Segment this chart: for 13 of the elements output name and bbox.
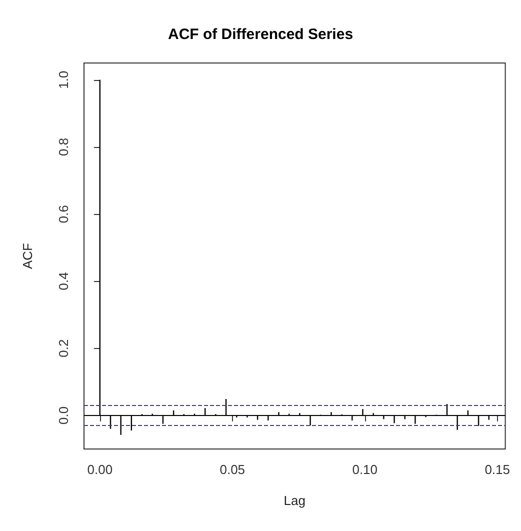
y-tick-label: 0.6 (56, 205, 71, 224)
x-tick-label: 0.10 (352, 462, 378, 477)
y-tick-label: 0.4 (56, 272, 71, 290)
y-tick-label: 1.0 (56, 70, 71, 89)
chart-title: ACF of Differenced Series (168, 26, 354, 43)
y-tick-label: 0.0 (56, 406, 71, 424)
y-tick-label: 0.8 (56, 138, 71, 156)
x-tick-label: 0.05 (220, 462, 246, 477)
x-tick-label: 0.15 (484, 462, 510, 477)
x-tick-label: 0.00 (87, 462, 113, 477)
x-axis-title: Lag (284, 493, 306, 508)
y-axis-title: ACF (20, 242, 35, 269)
y-tick-label: 0.2 (56, 339, 71, 358)
